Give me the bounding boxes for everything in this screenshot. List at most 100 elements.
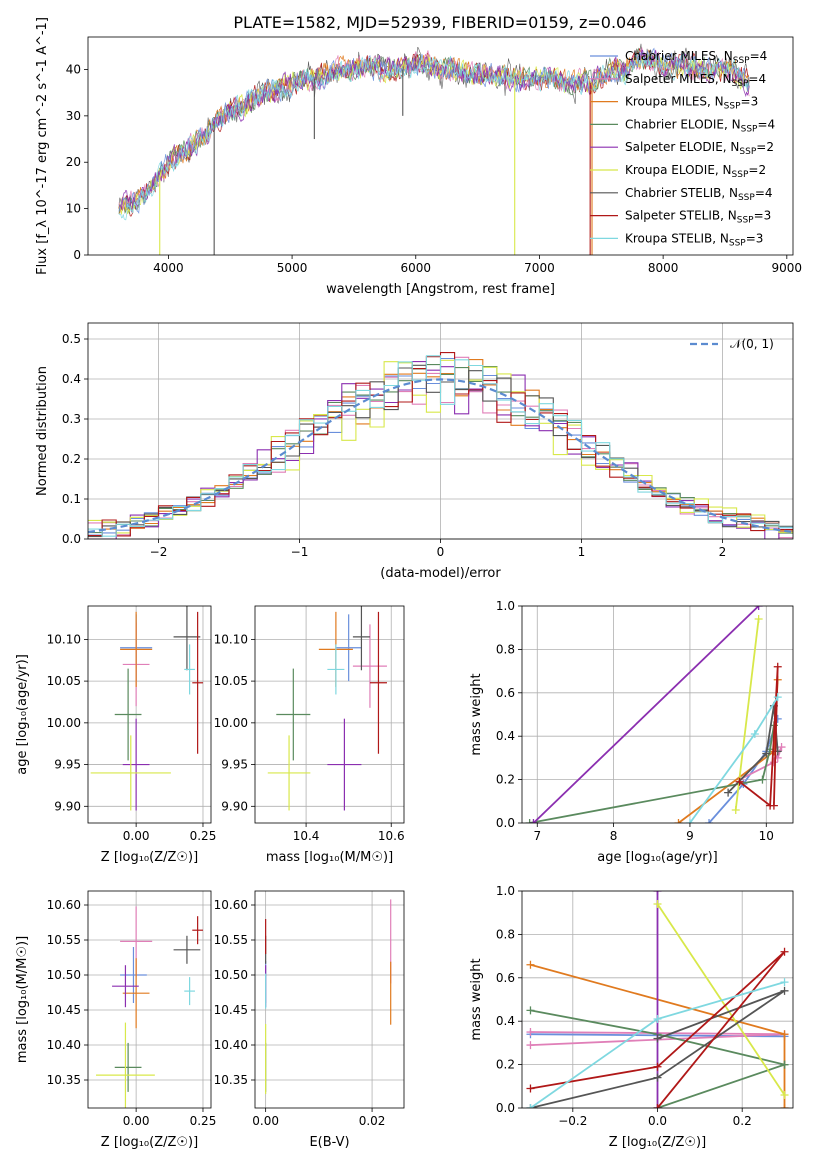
x-tick-label: 6000 <box>400 261 431 275</box>
weight-point-marker <box>526 1006 535 1015</box>
weight-point-marker <box>525 819 534 823</box>
y-tick-label: 0.6 <box>496 686 515 700</box>
y-tick-label: 10.50 <box>47 968 81 982</box>
axes-frame <box>521 890 794 1109</box>
ticks: −2 −1 0 1 2 0.0 0.1 0.2 0.3 0.4 0.5 <box>62 332 726 559</box>
weight-series-line <box>656 903 786 1096</box>
axes-frame <box>87 322 794 540</box>
x-axis-label: Z [log₁₀(Z/Z☉)] <box>101 1135 198 1150</box>
weight-series-line <box>529 725 775 823</box>
legend-value: =4 <box>755 186 773 200</box>
y-tick-label: 10.40 <box>214 1038 248 1052</box>
y-axis-label: Normed distribution <box>35 366 50 496</box>
weight-point-marker <box>780 1060 789 1069</box>
weight-point-marker <box>674 819 683 823</box>
grid <box>255 891 404 1108</box>
y-tick-label: 0.8 <box>496 927 515 941</box>
legend-subscript: SSP <box>732 170 749 180</box>
x-axis-label: mass [log₁₀(M/M☉)] <box>266 850 393 865</box>
weight-series-line <box>689 696 779 823</box>
spectrum-panel: 4000 5000 6000 7000 8000 9000 0 10 20 30 40 wavelen… <box>35 17 802 297</box>
x-axis-label: (data-model)/error <box>380 566 501 581</box>
weight-point-marker <box>773 662 782 671</box>
axes-frame <box>87 36 794 256</box>
weight-point-marker <box>777 743 786 752</box>
y-tick-label: 9.95 <box>54 758 81 772</box>
legend-subscript: SSP <box>732 79 749 89</box>
grid <box>88 606 211 823</box>
x-tick-label: 0 <box>437 545 445 559</box>
y-axis-label: mass weight <box>469 673 484 755</box>
weight-point-marker <box>529 819 538 823</box>
axes-frame <box>254 890 405 1109</box>
legend-value: =4 <box>750 49 768 63</box>
axes-frame <box>87 605 212 824</box>
legend-label: Kroupa MILES, N <box>625 95 724 109</box>
y-tick-label: 0 <box>73 248 81 262</box>
weight-series-line <box>530 989 786 1108</box>
weight-series-line <box>530 951 786 1108</box>
x-axis-label: age [log₁₀(age/yr)] <box>597 850 718 865</box>
weight-point-marker <box>769 801 778 810</box>
y-axis-label: Flux [f_λ 10^-17 erg cm^-2 s^-1 A^-1] <box>35 17 50 275</box>
y-tick-label: 0.0 <box>496 1101 515 1115</box>
weight-series-line <box>532 606 760 823</box>
weight-point-marker <box>780 978 789 987</box>
weight-point-marker <box>754 606 763 610</box>
y-axis-label: mass [log₁₀(M/M☉)] <box>15 936 30 1063</box>
residual-histogram-panel: −2 −1 0 1 2 0.0 0.1 0.2 0.3 0.4 0.5 (data-model)/er… <box>35 322 794 581</box>
x-tick-label: 1 <box>578 545 586 559</box>
errorbars <box>96 906 203 1108</box>
y-tick-label: 9.95 <box>221 758 248 772</box>
y-tick-label: 40 <box>66 62 81 76</box>
age-vs-metallicity-panel: 0.00 0.25 9.90 9.95 10.00 10.05 10.10 Z [log₁₀(… <box>15 605 216 865</box>
y-tick-label: 10.35 <box>47 1073 81 1087</box>
x-tick-label: 7000 <box>524 261 555 275</box>
y-tick-label: 0.5 <box>62 332 81 346</box>
y-tick-label: 0.6 <box>496 971 515 985</box>
weight-point-marker <box>526 1041 535 1050</box>
weight-point-marker <box>653 1073 662 1082</box>
histogram-series <box>88 352 793 537</box>
y-tick-label: 10.00 <box>214 716 248 730</box>
weight-point-marker <box>769 758 778 767</box>
y-tick-label: 10.45 <box>47 1003 81 1017</box>
legend-label: Salpeter STELIB, N <box>625 209 737 223</box>
x-tick-label: 0.00 <box>252 1114 279 1128</box>
y-tick-label: 0.4 <box>496 729 515 743</box>
x-tick-label: 0.25 <box>190 1114 217 1128</box>
weight-series-line <box>739 666 779 808</box>
legend-label: Chabrier ELODIE, N <box>625 117 741 131</box>
legend-label: Kroupa STELIB, N <box>625 231 729 245</box>
weight-point-marker <box>653 1034 662 1043</box>
weight-point-marker <box>754 615 763 624</box>
y-tick-label: 10.55 <box>47 933 81 947</box>
legend-subscript: SSP <box>729 238 746 248</box>
weight-point-marker <box>762 749 771 758</box>
mass-vs-reddening-panel: 0.00 0.02 10.35 10.40 10.45 10.50 10.55 10.60 E(… <box>214 890 405 1150</box>
x-tick-label: 8000 <box>648 261 679 275</box>
y-tick-label: 0.2 <box>496 773 515 787</box>
y-tick-label: 0.8 <box>496 642 515 656</box>
weight-point-marker <box>526 1084 535 1093</box>
y-tick-label: 10.60 <box>47 898 81 912</box>
x-axis-label: Z [log₁₀(Z/Z☉)] <box>101 850 198 865</box>
legend-entry: Kroupa MILES, NSSP=3 <box>625 95 758 112</box>
legend-subscript: SSP <box>733 56 750 66</box>
legend-value: =4 <box>748 72 766 86</box>
legend-entry: Salpeter MILES, NSSP=4 <box>625 72 766 89</box>
errorbars <box>90 606 203 811</box>
x-tick-label: −0.2 <box>558 1114 587 1128</box>
legend-label: Chabrier MILES, N <box>625 49 733 63</box>
weight-point-marker <box>780 1104 789 1108</box>
grid <box>522 605 793 824</box>
y-tick-label: 0.4 <box>496 1014 515 1028</box>
legend-entry: Salpeter ELODIE, NSSP=2 <box>625 140 774 157</box>
weight-point-marker <box>731 805 740 814</box>
y-axis-label: age [log₁₀(age/yr)] <box>15 654 30 775</box>
y-tick-label: 1.0 <box>496 884 515 898</box>
weight-lines <box>526 891 789 1108</box>
weight-vs-metallicity-panel: −0.2 0.0 0.2 0.0 0.2 0.4 0.6 0.8 1.0 Z [log₁₀(Z/Z… <box>469 884 794 1150</box>
y-tick-label: 20 <box>66 155 81 169</box>
legend-subscript: SSP <box>724 102 741 112</box>
